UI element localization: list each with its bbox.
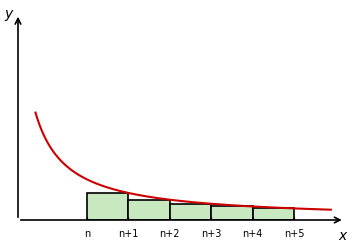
Bar: [253, 208, 294, 220]
Text: n+5: n+5: [284, 229, 304, 239]
Text: n: n: [84, 229, 90, 239]
Text: n+1: n+1: [118, 229, 139, 239]
Text: n+2: n+2: [159, 229, 180, 239]
Bar: [170, 204, 211, 220]
Text: n+3: n+3: [201, 229, 221, 239]
Bar: [211, 206, 253, 220]
Bar: [87, 193, 129, 220]
Text: x: x: [338, 229, 346, 243]
Bar: [129, 200, 170, 220]
Text: y: y: [4, 7, 13, 21]
Text: n+4: n+4: [242, 229, 263, 239]
